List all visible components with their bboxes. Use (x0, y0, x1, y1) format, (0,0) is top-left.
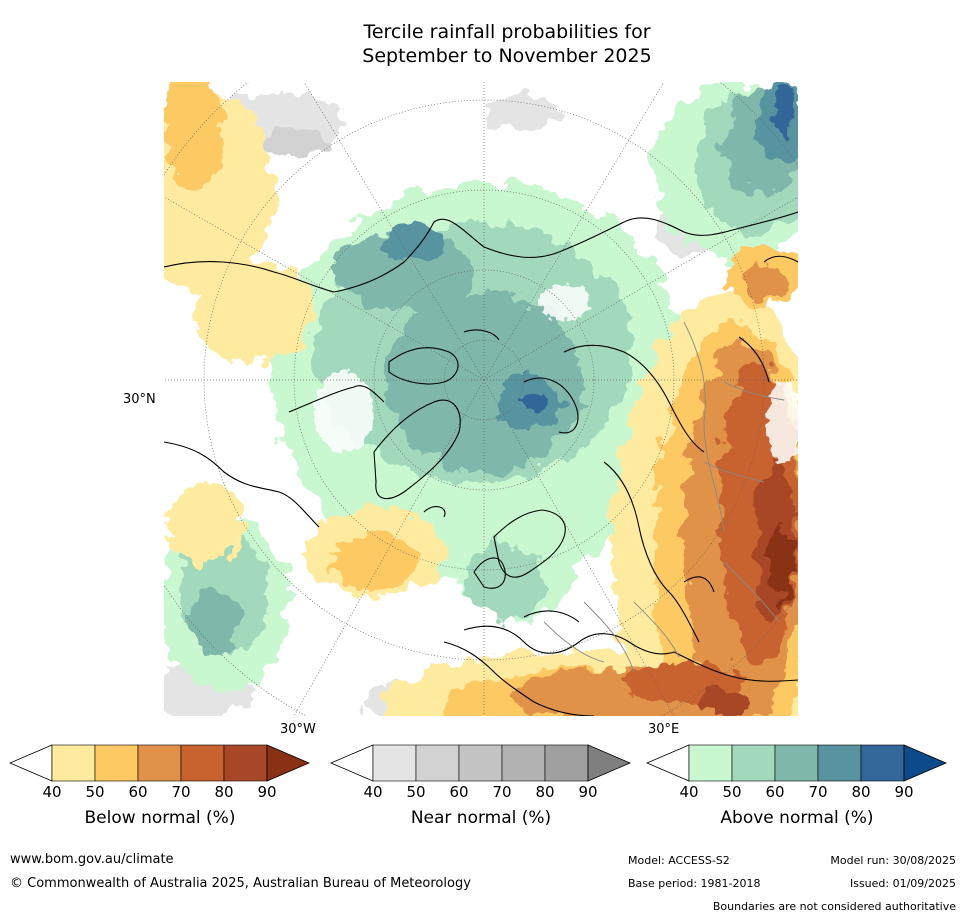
near-tick-80: 80 (535, 783, 555, 801)
colorbar-swatch (415, 744, 460, 782)
probability-fields (164, 82, 798, 716)
base-period-text: Base period: 1981-2018 (628, 877, 761, 890)
colorbar-swatch (817, 744, 862, 782)
title-line-1: Tercile rainfall probabilities for (363, 21, 651, 43)
graticule (164, 82, 798, 716)
colorbar-swatch (860, 744, 905, 782)
below-tick-60: 60 (128, 783, 148, 801)
colorbar-near-normal (329, 744, 632, 782)
title-line-2: September to November 2025 (362, 45, 652, 67)
colorbar-swatch (731, 744, 776, 782)
colorbar-swatch (223, 744, 268, 782)
colorbar-near-title: Near normal (%) (410, 808, 552, 828)
page-title: Tercile rainfall probabilities for Septe… (0, 20, 965, 68)
above-tick-80: 80 (851, 783, 871, 801)
below-tick-50: 50 (85, 783, 105, 801)
colorbar-swatch (688, 744, 733, 782)
disclaimer-text: Boundaries are not considered authoritat… (712, 900, 956, 913)
colorbar-swatch (458, 744, 503, 782)
colorbar-above-normal (645, 744, 948, 782)
colorbar-over-triangle (266, 744, 311, 782)
colorbar-swatch (501, 744, 546, 782)
country-borders (543, 321, 785, 673)
below-tick-70: 70 (171, 783, 191, 801)
colorbar-near-swatches (329, 744, 632, 782)
colorbar-above-swatches (645, 744, 948, 782)
below-tick-90: 90 (257, 783, 277, 801)
colorbar-over-triangle (903, 744, 948, 782)
below-tick-80: 80 (214, 783, 234, 801)
above-tick-70: 70 (808, 783, 828, 801)
colorbar-below-title: Below normal (%) (84, 808, 236, 828)
forecast-map[interactable] (164, 82, 798, 716)
model-run-text: Model run: 30/08/2025 (830, 854, 956, 867)
longitude-label-30e: 30°E (648, 722, 680, 737)
coastlines (164, 211, 798, 716)
colorbar-swatch (94, 744, 139, 782)
colorbar-above-title: Above normal (%) (720, 808, 874, 828)
model-text: Model: ACCESS-S2 (628, 854, 730, 867)
colorbar-swatch (372, 744, 417, 782)
above-tick-60: 60 (765, 783, 785, 801)
colorbar-swatch (180, 744, 225, 782)
colorbar-over-triangle (587, 744, 632, 782)
copyright-text: © Commonwealth of Australia 2025, Austra… (10, 876, 471, 891)
longitude-label-30w: 30°W (280, 722, 316, 737)
near-tick-70: 70 (492, 783, 512, 801)
near-tick-50: 50 (406, 783, 426, 801)
colorbar-swatch (137, 744, 182, 782)
colorbar-under-triangle (645, 744, 690, 782)
above-tick-40: 40 (679, 783, 699, 801)
no-signal-areas (234, 202, 798, 658)
colorbar-under-triangle (329, 744, 374, 782)
near-tick-90: 90 (578, 783, 598, 801)
colorbar-swatch (774, 744, 819, 782)
near-tick-60: 60 (449, 783, 469, 801)
above-tick-50: 50 (722, 783, 742, 801)
near-tick-40: 40 (363, 783, 383, 801)
issued-date-text: Issued: 01/09/2025 (849, 877, 956, 890)
below-tick-40: 40 (42, 783, 62, 801)
colorbar-swatch (544, 744, 589, 782)
colorbar-under-triangle (8, 744, 53, 782)
website-link[interactable]: www.bom.gov.au/climate (10, 852, 174, 867)
latitude-label-30n: 30°N (123, 392, 156, 407)
colorbar-swatch (51, 744, 96, 782)
above-tick-90: 90 (894, 783, 914, 801)
colorbar-below-swatches (8, 744, 311, 782)
colorbar-below-normal (8, 744, 311, 782)
